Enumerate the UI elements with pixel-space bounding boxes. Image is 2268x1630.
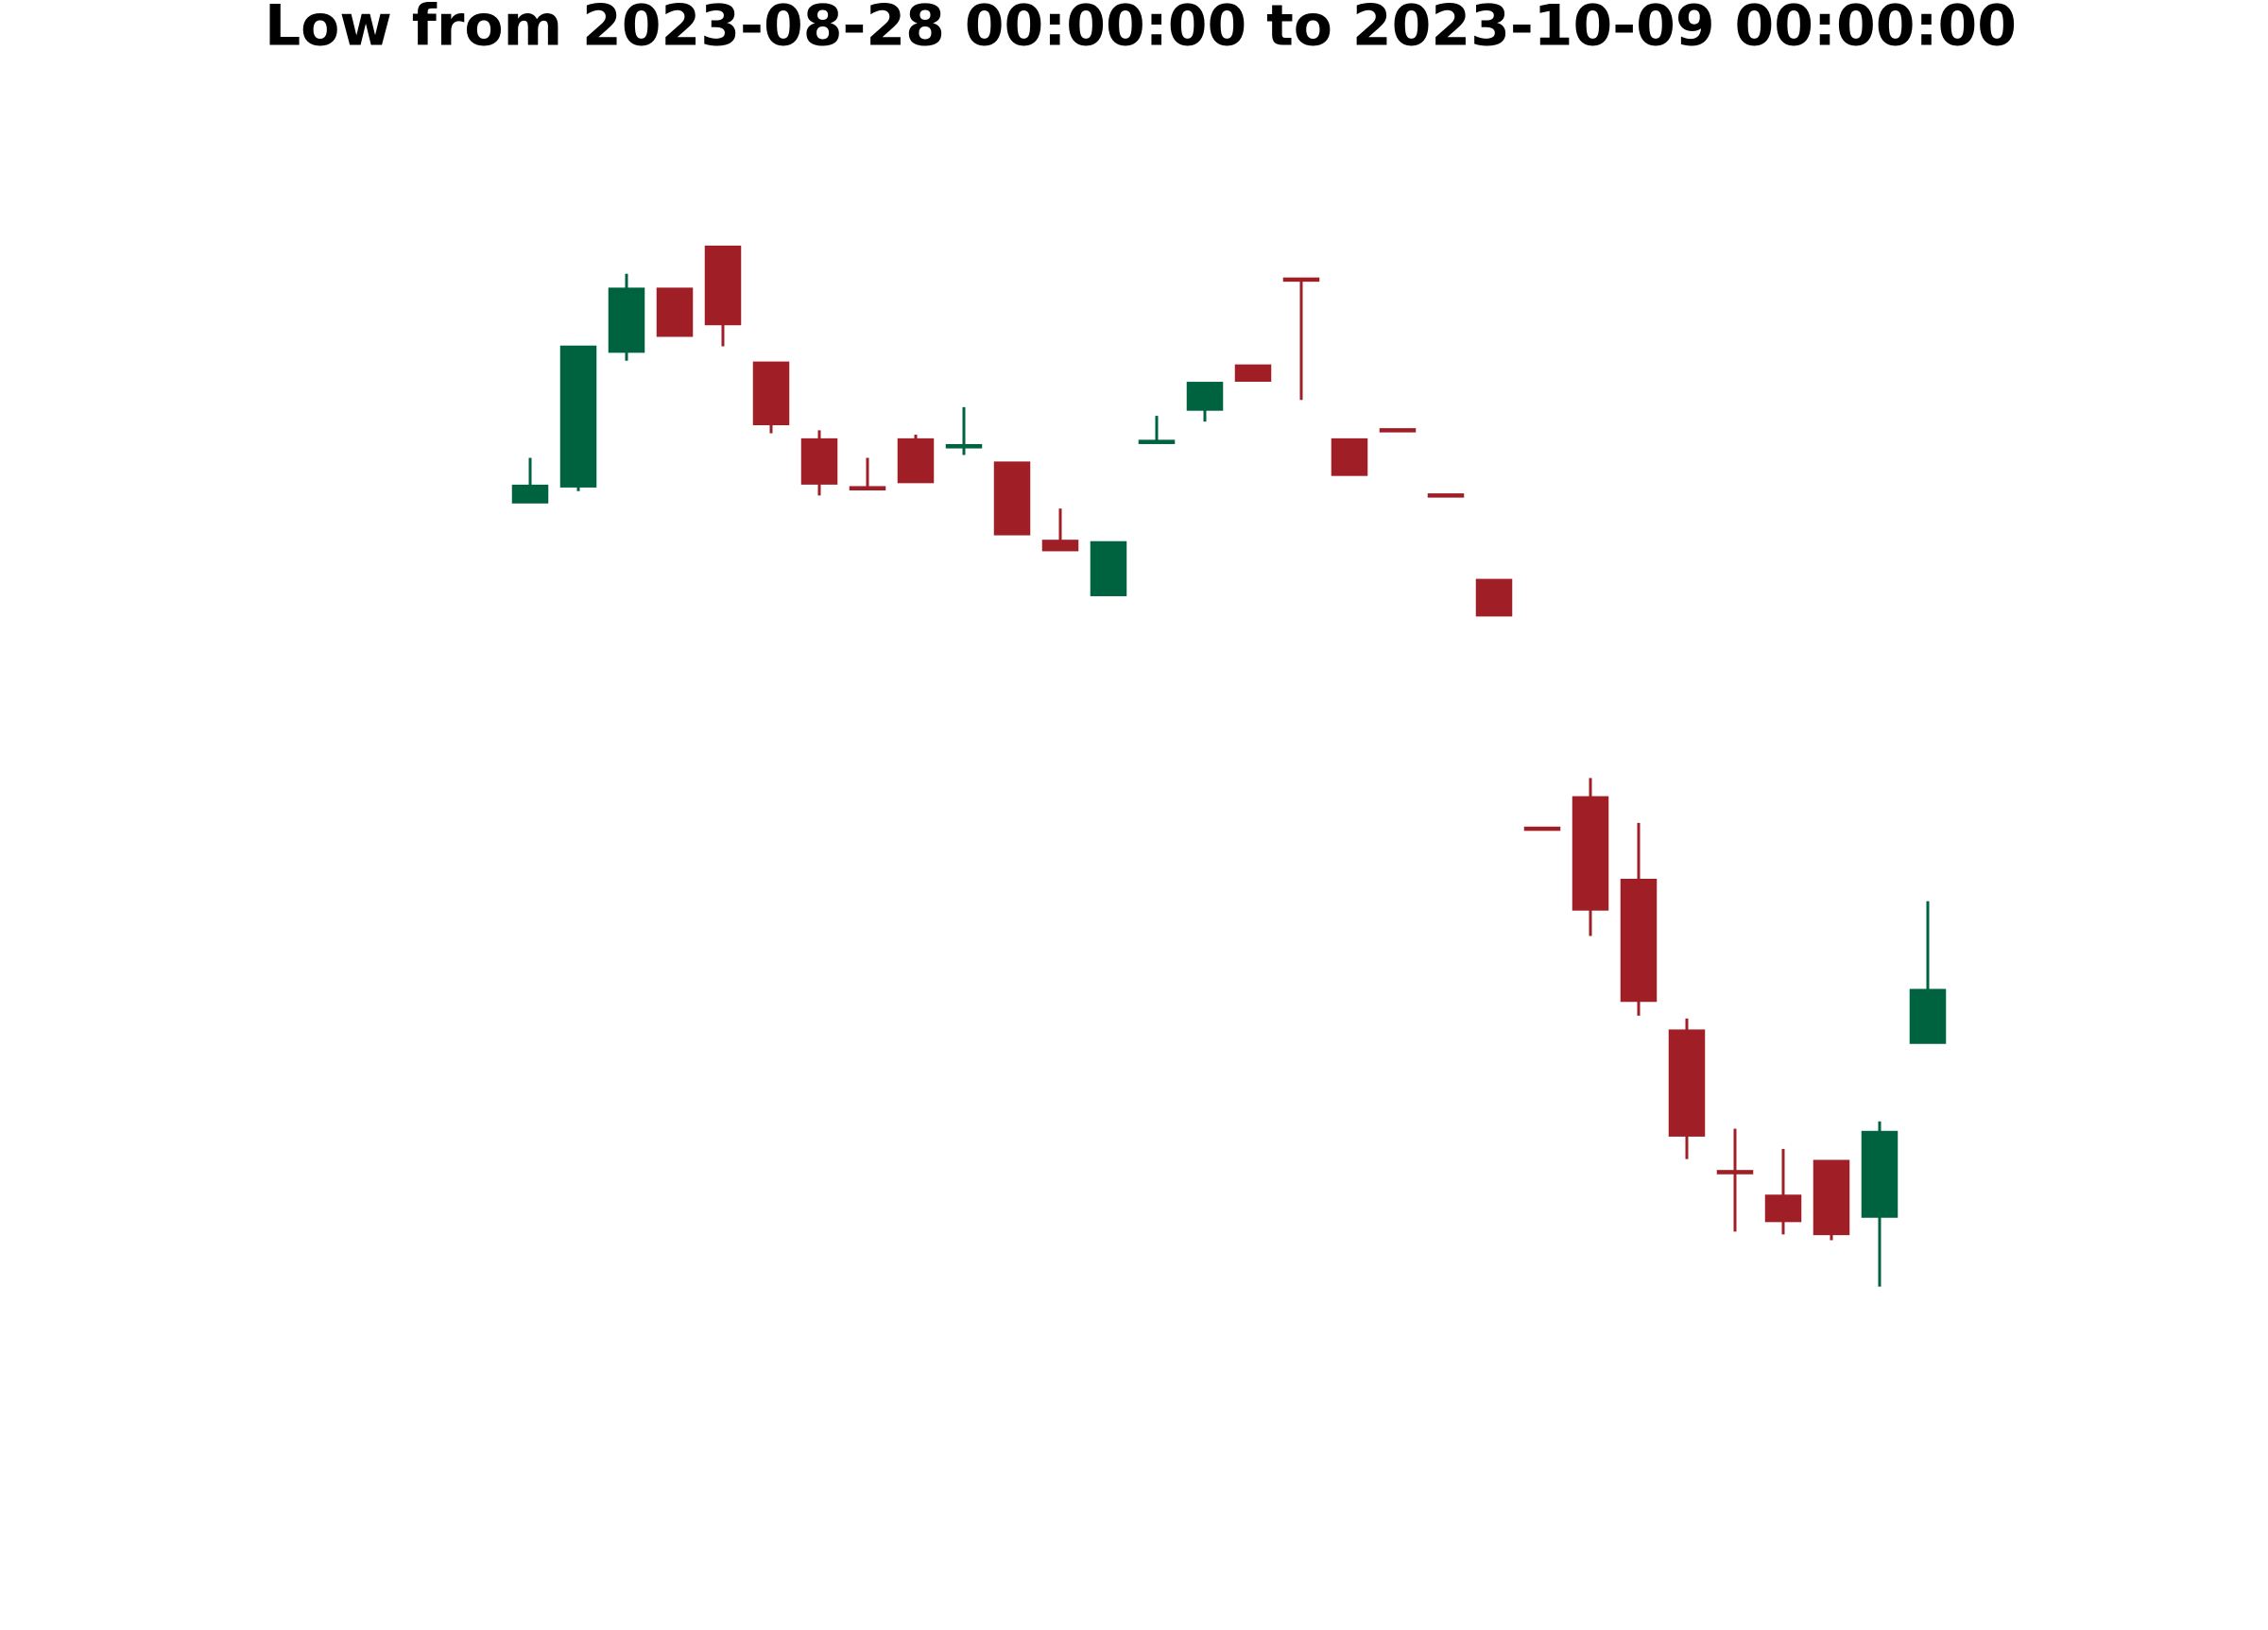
candle-body xyxy=(800,438,838,485)
candle-body xyxy=(656,287,694,337)
candle-body xyxy=(1909,988,1947,1044)
candle-body xyxy=(1427,493,1465,498)
candle-body xyxy=(945,443,983,449)
candle-body xyxy=(559,345,597,488)
candle-body xyxy=(1138,439,1176,444)
candle-body xyxy=(1668,1029,1706,1137)
candle-body xyxy=(1523,826,1561,832)
candle-body xyxy=(1620,878,1658,1003)
candle-body xyxy=(1716,1170,1754,1175)
candle-body xyxy=(993,461,1031,536)
candle-body xyxy=(1331,438,1368,476)
candle-body xyxy=(752,361,790,426)
chart-title: Low from 2023-08-28 00:00:00 to 2023-10-… xyxy=(265,0,2017,60)
candle-body xyxy=(1572,796,1609,911)
candle-body xyxy=(1813,1159,1850,1236)
candle-body xyxy=(1090,540,1127,596)
candle-body xyxy=(1475,578,1513,617)
candle-body xyxy=(1186,382,1224,411)
candle-body xyxy=(1041,540,1079,552)
candle-body xyxy=(1861,1130,1899,1218)
candle-body xyxy=(608,287,645,353)
candle-body xyxy=(897,438,935,484)
candle-body xyxy=(1379,428,1417,433)
candle-body xyxy=(704,245,742,326)
candle-body xyxy=(849,486,886,491)
candle-body xyxy=(511,484,549,504)
candle-body xyxy=(1764,1194,1802,1223)
candle-body xyxy=(1282,277,1320,283)
candle-body xyxy=(1234,364,1272,383)
